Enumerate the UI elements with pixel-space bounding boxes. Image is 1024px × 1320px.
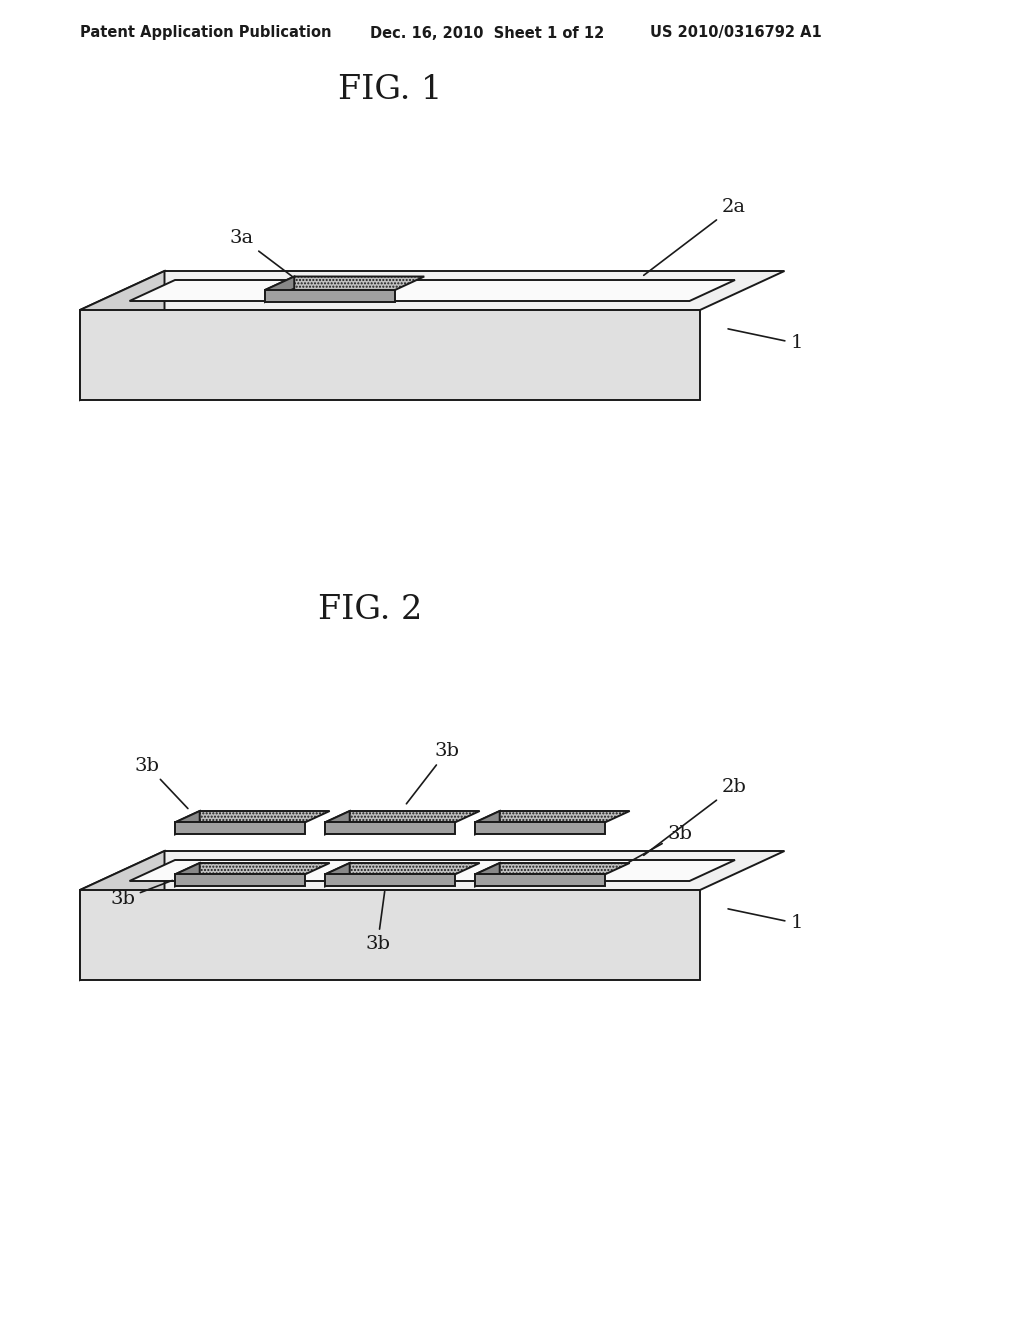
Polygon shape <box>325 863 350 887</box>
Text: 3b: 3b <box>407 742 460 804</box>
Text: 1: 1 <box>728 909 803 932</box>
Polygon shape <box>175 874 305 887</box>
Polygon shape <box>475 810 630 822</box>
Polygon shape <box>265 276 424 290</box>
Text: 2a: 2a <box>644 198 745 276</box>
Text: 3b: 3b <box>366 891 390 953</box>
Text: 3a: 3a <box>229 230 293 277</box>
Polygon shape <box>265 290 395 302</box>
Text: Dec. 16, 2010  Sheet 1 of 12: Dec. 16, 2010 Sheet 1 of 12 <box>370 25 604 41</box>
Polygon shape <box>175 863 330 874</box>
Text: 1: 1 <box>728 329 803 352</box>
Polygon shape <box>325 810 350 834</box>
Polygon shape <box>175 810 200 834</box>
Polygon shape <box>325 863 479 874</box>
Polygon shape <box>325 810 479 822</box>
Polygon shape <box>265 276 294 302</box>
Polygon shape <box>80 271 784 310</box>
Polygon shape <box>80 851 165 979</box>
Polygon shape <box>475 822 605 834</box>
Polygon shape <box>175 863 200 887</box>
Polygon shape <box>129 861 735 880</box>
Text: 3b: 3b <box>110 880 172 908</box>
Text: FIG. 1: FIG. 1 <box>338 74 442 106</box>
Polygon shape <box>175 810 330 822</box>
Polygon shape <box>475 863 500 887</box>
Polygon shape <box>475 874 605 887</box>
Text: US 2010/0316792 A1: US 2010/0316792 A1 <box>650 25 821 41</box>
Polygon shape <box>80 890 700 979</box>
Polygon shape <box>175 822 305 834</box>
Text: Patent Application Publication: Patent Application Publication <box>80 25 332 41</box>
Text: 2b: 2b <box>644 777 746 855</box>
Polygon shape <box>80 271 165 400</box>
Text: 3b: 3b <box>135 756 188 809</box>
Polygon shape <box>80 310 700 400</box>
Polygon shape <box>129 280 735 301</box>
Polygon shape <box>475 810 500 834</box>
Text: FIG. 2: FIG. 2 <box>317 594 422 626</box>
Polygon shape <box>325 874 455 887</box>
Polygon shape <box>475 863 630 874</box>
Polygon shape <box>80 851 784 890</box>
Text: 3b: 3b <box>620 825 692 867</box>
Polygon shape <box>325 822 455 834</box>
